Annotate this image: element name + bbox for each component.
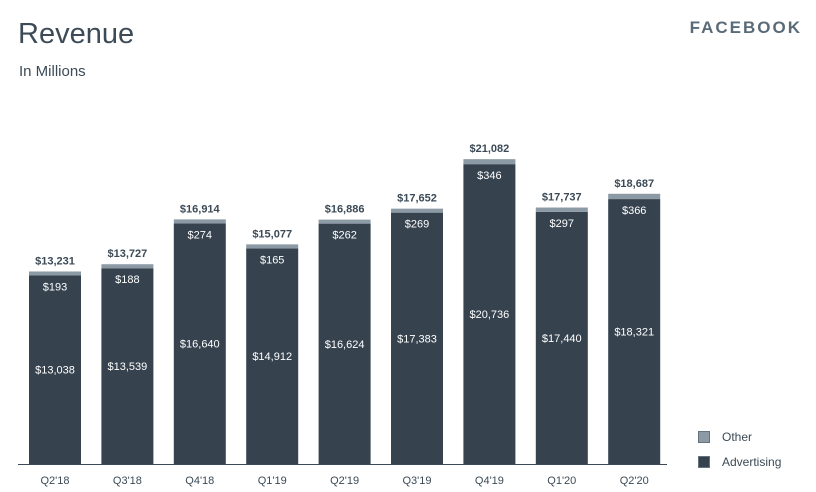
data-label-total: $16,914 (180, 203, 221, 215)
x-tick-label: Q3'18 (113, 475, 142, 487)
data-label-advertising: $17,383 (397, 333, 437, 345)
legend-item-advertising: Advertising (698, 454, 781, 469)
bar-advertising (318, 223, 371, 464)
data-label-other: $274 (188, 229, 212, 241)
bar-other (608, 193, 661, 200)
data-label-total: $21,082 (470, 143, 510, 155)
bar-advertising (391, 212, 443, 464)
data-label-total: $15,077 (252, 228, 292, 240)
data-label-advertising: $13,539 (108, 361, 148, 373)
data-label-advertising: $20,736 (470, 309, 510, 321)
data-label-other: $269 (405, 219, 429, 231)
data-label-total: $18,687 (614, 178, 654, 190)
chart-title: Revenue (18, 18, 135, 50)
legend-swatch-other (698, 430, 710, 443)
x-tick-label: Q1'19 (258, 475, 287, 487)
data-label-total: $13,727 (108, 248, 148, 260)
legend-swatch-advertising (698, 455, 710, 468)
x-tick-label: Q2'18 (40, 475, 69, 487)
bar-other (463, 159, 516, 165)
x-tick-label: Q3'19 (402, 475, 431, 487)
legend-item-other: Other (698, 429, 752, 444)
data-label-total: $13,231 (35, 255, 75, 267)
legend-label-other: Other (722, 429, 753, 444)
bar-other (101, 264, 154, 269)
data-label-advertising: $17,440 (542, 333, 582, 345)
bar-advertising (463, 164, 516, 464)
data-label-total: $17,737 (542, 192, 582, 204)
data-label-total: $16,886 (325, 204, 365, 216)
bar-advertising (246, 248, 299, 464)
x-tick-label: Q2'20 (620, 475, 649, 487)
x-tick-label: Q2'19 (330, 475, 359, 487)
x-tick-label: Q1'20 (547, 475, 576, 487)
x-tick-label: Q4'18 (185, 475, 214, 487)
bar-other (246, 244, 299, 249)
bar-advertising (173, 223, 226, 464)
data-label-advertising: $16,640 (180, 339, 220, 351)
facebook-logo: FACEBOOK (689, 18, 802, 37)
bar-advertising (535, 211, 588, 464)
bar-other (391, 208, 443, 213)
bar-other (535, 207, 588, 212)
legend-label-advertising: Advertising (722, 454, 782, 469)
data-label-advertising: $16,624 (325, 339, 365, 351)
data-label-other: $346 (477, 170, 501, 182)
chart-subtitle: In Millions (19, 63, 86, 80)
x-tick-label: Q4'19 (475, 475, 504, 487)
data-label-other: $366 (622, 205, 646, 217)
data-label-other: $188 (115, 274, 139, 286)
bar-other (318, 219, 371, 224)
bar-other (173, 219, 226, 224)
data-label-advertising: $14,912 (252, 351, 292, 363)
data-label-other: $165 (260, 254, 284, 266)
bar-other (29, 271, 81, 276)
bar-advertising (101, 268, 154, 464)
data-label-advertising: $13,038 (35, 365, 75, 377)
data-label-other: $193 (43, 281, 67, 293)
data-label-other: $262 (332, 230, 356, 242)
data-label-total: $17,652 (397, 193, 437, 205)
bar-advertising (608, 199, 661, 464)
data-label-other: $297 (550, 218, 574, 230)
data-label-advertising: $18,321 (614, 327, 654, 339)
bar-advertising (29, 275, 81, 464)
